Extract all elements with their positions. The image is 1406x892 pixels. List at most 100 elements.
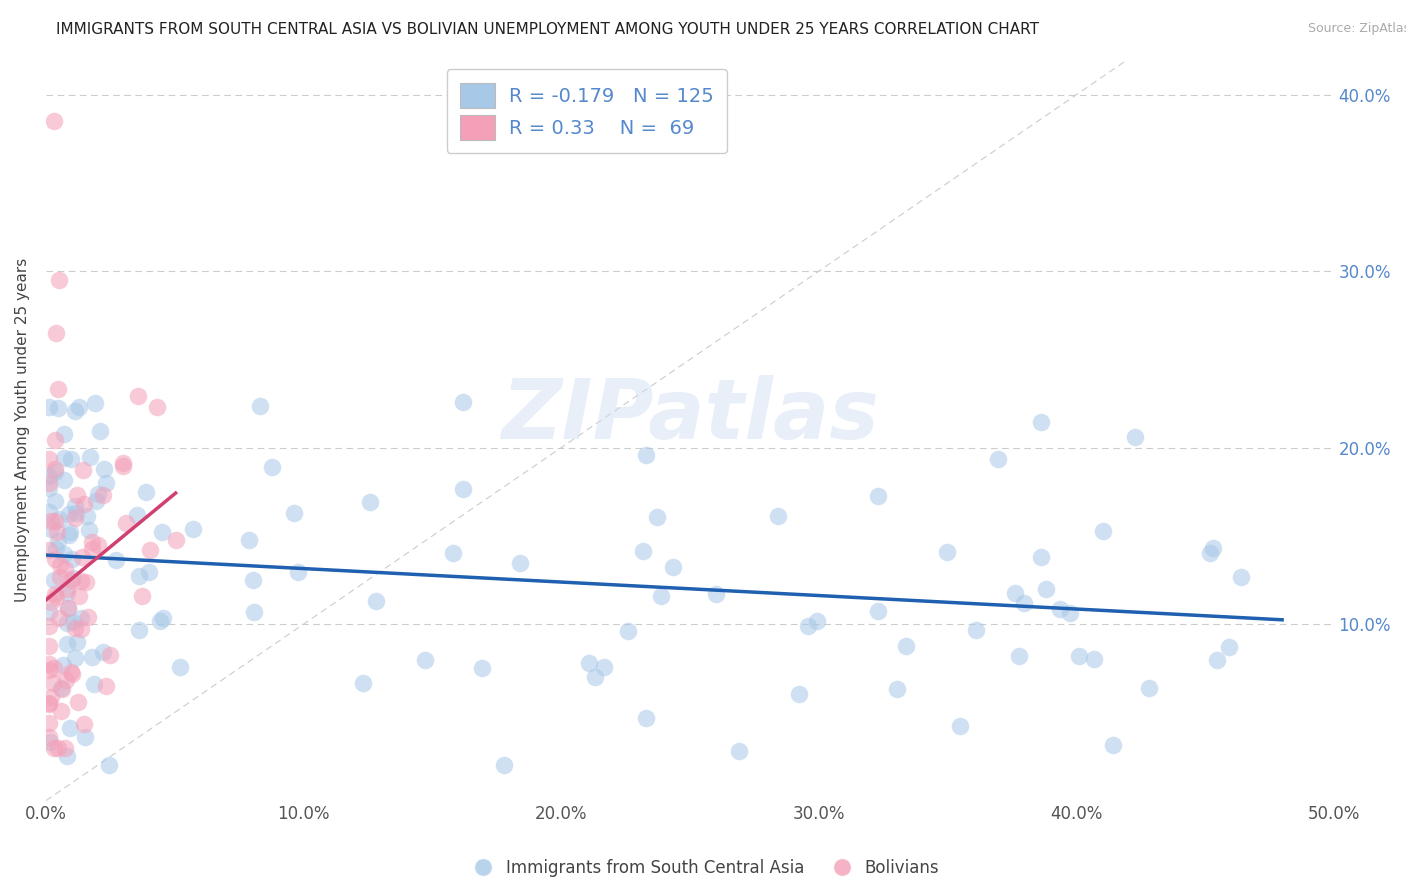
- Point: [593, 660, 616, 674]
- Point: [949, 719, 972, 733]
- Point: [112, 456, 135, 470]
- Point: [56, 601, 79, 615]
- Point: [287, 565, 309, 579]
- Point: [60, 667, 83, 681]
- Point: [617, 624, 640, 639]
- Point: [650, 590, 672, 604]
- Point: [59, 574, 82, 588]
- Point: [583, 670, 606, 684]
- Point: [66, 635, 89, 649]
- Point: [70, 622, 93, 636]
- Point: [46, 382, 69, 396]
- Point: [183, 522, 205, 536]
- Point: [44, 434, 66, 448]
- Point: [494, 758, 516, 772]
- Point: [48, 273, 70, 287]
- Point: [55, 749, 77, 764]
- Point: [56, 615, 79, 630]
- Point: [1199, 546, 1222, 560]
- Point: [72, 463, 94, 477]
- Point: [138, 566, 160, 580]
- Point: [165, 533, 187, 548]
- Point: [52, 473, 75, 487]
- Point: [38, 716, 60, 731]
- Point: [238, 533, 260, 547]
- Point: [38, 696, 60, 710]
- Point: [48, 512, 70, 526]
- Legend: R = -0.179   N = 125, R = 0.33    N =  69: R = -0.179 N = 125, R = 0.33 N = 69: [447, 70, 727, 153]
- Point: [38, 451, 60, 466]
- Point: [38, 475, 60, 490]
- Point: [352, 676, 374, 690]
- Point: [44, 465, 66, 479]
- Point: [131, 589, 153, 603]
- Point: [38, 619, 60, 633]
- Point: [70, 549, 93, 564]
- Point: [441, 546, 464, 560]
- Point: [42, 114, 65, 128]
- Text: IMMIGRANTS FROM SOUTH CENTRAL ASIA VS BOLIVIAN UNEMPLOYMENT AMONG YOUTH UNDER 25: IMMIGRANTS FROM SOUTH CENTRAL ASIA VS BO…: [56, 22, 1039, 37]
- Point: [84, 494, 107, 508]
- Point: [63, 510, 86, 524]
- Point: [359, 494, 381, 508]
- Point: [49, 570, 72, 584]
- Point: [93, 461, 115, 475]
- Point: [65, 507, 87, 521]
- Text: Source: ZipAtlas.com: Source: ZipAtlas.com: [1308, 22, 1406, 36]
- Point: [645, 510, 668, 524]
- Point: [77, 523, 100, 537]
- Point: [1218, 640, 1240, 654]
- Point: [38, 468, 60, 483]
- Point: [45, 541, 67, 556]
- Legend: Immigrants from South Central Asia, Bolivians: Immigrants from South Central Asia, Boli…: [460, 853, 946, 884]
- Point: [52, 658, 75, 673]
- Point: [115, 516, 138, 530]
- Point: [44, 494, 66, 508]
- Point: [152, 611, 174, 625]
- Point: [60, 551, 83, 566]
- Point: [87, 538, 110, 552]
- Point: [44, 587, 66, 601]
- Point: [1059, 606, 1081, 620]
- Point: [38, 542, 60, 557]
- Point: [146, 401, 169, 415]
- Point: [48, 401, 70, 415]
- Point: [662, 560, 685, 574]
- Point: [94, 679, 117, 693]
- Point: [98, 648, 121, 662]
- Point: [631, 543, 654, 558]
- Point: [84, 396, 107, 410]
- Point: [45, 326, 67, 340]
- Point: [66, 695, 89, 709]
- Point: [578, 657, 600, 671]
- Point: [704, 587, 727, 601]
- Point: [55, 673, 77, 687]
- Point: [987, 452, 1010, 467]
- Point: [60, 665, 83, 679]
- Point: [63, 651, 86, 665]
- Point: [38, 697, 60, 711]
- Point: [1012, 596, 1035, 610]
- Point: [471, 661, 494, 675]
- Point: [39, 690, 62, 704]
- Point: [38, 482, 60, 496]
- Point: [283, 506, 305, 520]
- Point: [39, 595, 62, 609]
- Point: [1067, 649, 1090, 664]
- Point: [63, 621, 86, 635]
- Point: [49, 704, 72, 718]
- Point: [242, 573, 264, 587]
- Point: [67, 589, 90, 603]
- Point: [1029, 549, 1052, 564]
- Point: [896, 639, 918, 653]
- Point: [89, 424, 111, 438]
- Point: [1008, 648, 1031, 663]
- Point: [53, 740, 76, 755]
- Point: [38, 734, 60, 748]
- Point: [62, 615, 84, 629]
- Point: [66, 488, 89, 502]
- Point: [866, 604, 889, 618]
- Point: [56, 637, 79, 651]
- Point: [83, 676, 105, 690]
- Point: [38, 640, 60, 654]
